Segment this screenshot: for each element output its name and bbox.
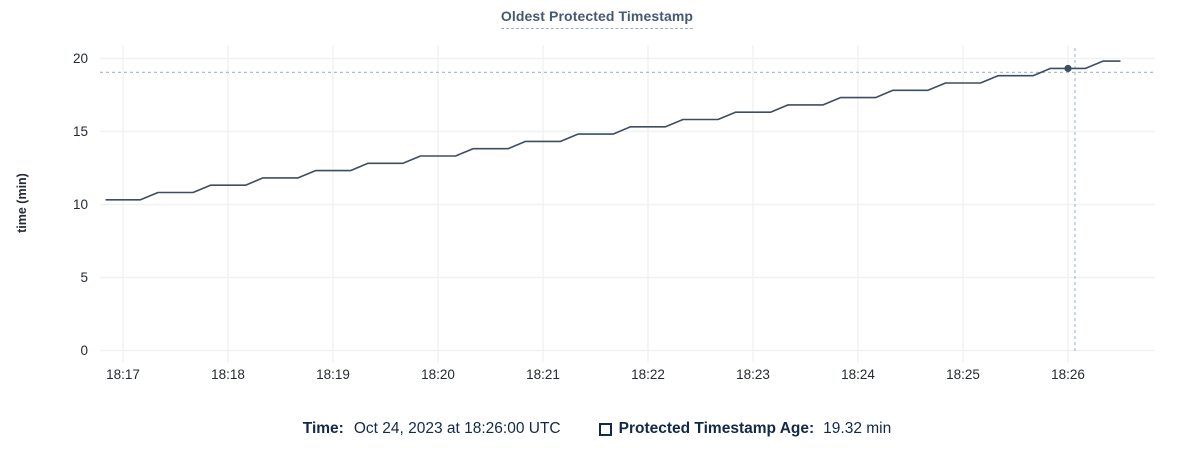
chart-title[interactable]: Oldest Protected Timestamp: [500, 8, 694, 29]
legend-series-value: 19.32 min: [823, 420, 892, 437]
x-tick-label: 18:25: [946, 367, 980, 382]
legend-series-toggle[interactable]: Protected Timestamp Age: 19.32 min: [598, 420, 892, 438]
series-line: [105, 60, 1121, 201]
y-tick-label: 0: [80, 343, 88, 358]
x-tick-label: 18:17: [106, 367, 140, 382]
chart-legend: Time: Oct 24, 2023 at 18:26:00 UTC Prote…: [0, 420, 1194, 438]
legend-time-label: Time:: [302, 420, 344, 437]
x-tick-label: 18:18: [211, 367, 245, 382]
y-tick-label: 5: [80, 270, 88, 285]
x-tick-label: 18:26: [1051, 367, 1085, 382]
line-chart-plot-area[interactable]: 0 5 10 15 20 18:17 18:18 18:19 18:20 18:21 18:22 18…: [0, 26, 1194, 420]
legend-checkbox-icon[interactable]: [598, 422, 612, 436]
x-tick-label: 18:19: [316, 367, 350, 382]
x-tick-label: 18:23: [736, 367, 770, 382]
y-tick-label: 20: [73, 51, 88, 66]
legend-series-label: Protected Timestamp Age:: [618, 420, 815, 437]
x-tick-label: 18:22: [631, 367, 665, 382]
x-tick-label: 18:24: [841, 367, 875, 382]
x-tick-label: 18:20: [421, 367, 455, 382]
hover-point-dot: [1064, 64, 1072, 73]
y-tick-label: 15: [73, 124, 88, 139]
legend-time-value: Oct 24, 2023 at 18:26:00 UTC: [353, 420, 561, 437]
chart-title-row: Oldest Protected Timestamp: [0, 8, 1194, 29]
y-tick-label: 10: [73, 197, 88, 212]
x-tick-label: 18:21: [526, 367, 560, 382]
